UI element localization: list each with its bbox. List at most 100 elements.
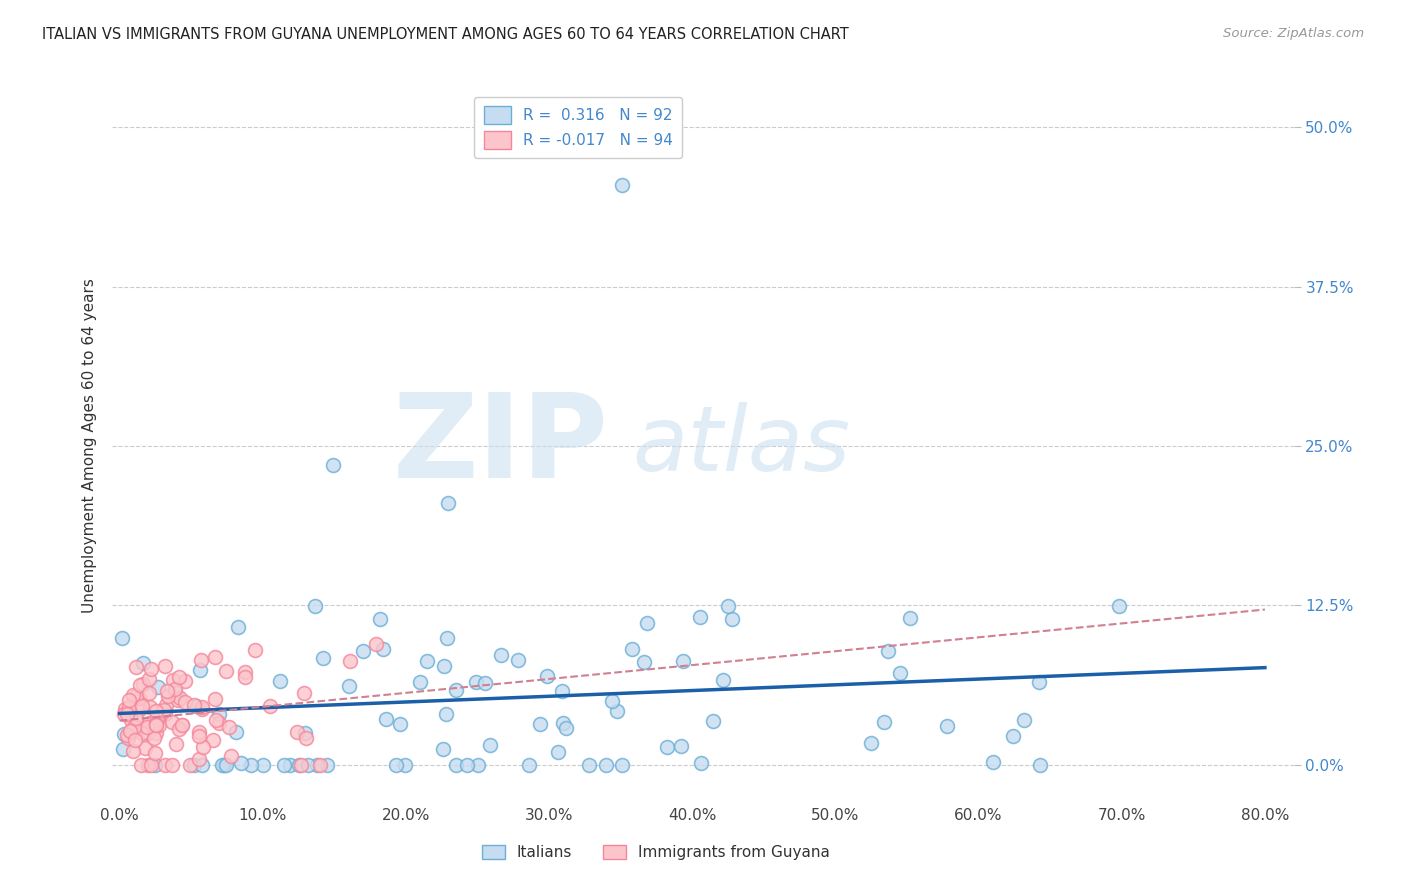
- Point: [188, 725, 211, 739]
- Point: [394, 757, 416, 772]
- Point: [371, 641, 394, 656]
- Point: [233, 670, 256, 684]
- Point: [136, 720, 159, 734]
- Point: [191, 702, 214, 716]
- Point: [446, 682, 468, 697]
- Point: [474, 676, 496, 690]
- Point: [145, 725, 167, 739]
- Point: [374, 712, 396, 726]
- Point: [717, 599, 740, 613]
- Point: [436, 496, 458, 510]
- Point: [205, 713, 228, 727]
- Point: [702, 714, 724, 729]
- Point: [187, 729, 209, 743]
- Point: [129, 678, 152, 692]
- Point: [860, 736, 883, 750]
- Point: [305, 757, 328, 772]
- Point: [433, 659, 456, 673]
- Point: [146, 680, 169, 694]
- Point: [633, 656, 655, 670]
- Point: [211, 757, 233, 772]
- Point: [290, 757, 312, 772]
- Point: [409, 675, 432, 690]
- Point: [156, 683, 179, 698]
- Point: [153, 707, 176, 722]
- Point: [112, 706, 135, 721]
- Point: [294, 686, 316, 700]
- Point: [304, 599, 326, 613]
- Point: [657, 740, 679, 755]
- Point: [153, 658, 176, 673]
- Point: [553, 715, 575, 730]
- Legend: Italians, Immigrants from Guyana: Italians, Immigrants from Guyana: [475, 839, 837, 866]
- Point: [138, 686, 160, 700]
- Point: [1014, 713, 1036, 727]
- Point: [131, 757, 153, 772]
- Point: [436, 632, 458, 646]
- Point: [162, 673, 184, 687]
- Point: [183, 757, 205, 772]
- Point: [368, 612, 391, 626]
- Point: [900, 610, 922, 624]
- Point: [339, 654, 361, 668]
- Point: [165, 737, 187, 751]
- Point: [193, 739, 215, 754]
- Point: [118, 693, 141, 707]
- Point: [259, 698, 281, 713]
- Point: [139, 757, 162, 772]
- Point: [160, 757, 183, 772]
- Point: [610, 178, 633, 192]
- Point: [120, 713, 142, 727]
- Point: [600, 694, 623, 708]
- Point: [170, 718, 193, 732]
- Point: [672, 654, 695, 668]
- Point: [111, 741, 134, 756]
- Point: [115, 727, 138, 741]
- Point: [121, 744, 143, 758]
- Point: [112, 727, 135, 741]
- Point: [143, 757, 166, 772]
- Point: [167, 723, 190, 737]
- Point: [125, 710, 148, 724]
- Point: [138, 726, 160, 740]
- Point: [153, 757, 176, 772]
- Point: [138, 716, 160, 731]
- Point: [179, 757, 201, 772]
- Point: [129, 702, 152, 716]
- Point: [132, 657, 155, 671]
- Point: [366, 637, 388, 651]
- Point: [136, 757, 159, 772]
- Point: [215, 757, 238, 772]
- Point: [621, 642, 644, 657]
- Text: Source: ZipAtlas.com: Source: ZipAtlas.com: [1223, 27, 1364, 40]
- Point: [190, 653, 212, 667]
- Point: [294, 731, 316, 745]
- Point: [128, 691, 150, 706]
- Point: [127, 720, 149, 734]
- Point: [226, 620, 249, 634]
- Point: [551, 684, 574, 698]
- Point: [204, 649, 226, 664]
- Point: [201, 733, 224, 747]
- Point: [690, 756, 713, 770]
- Point: [191, 699, 214, 714]
- Point: [316, 757, 339, 772]
- Point: [606, 704, 628, 718]
- Point: [252, 757, 274, 772]
- Point: [156, 689, 179, 703]
- Point: [479, 739, 502, 753]
- Point: [432, 742, 454, 756]
- Point: [131, 699, 153, 714]
- Point: [145, 704, 167, 718]
- Point: [547, 745, 569, 759]
- Point: [111, 632, 134, 646]
- Point: [385, 757, 408, 772]
- Point: [240, 757, 263, 772]
- Point: [139, 700, 162, 714]
- Point: [388, 716, 411, 731]
- Point: [141, 715, 163, 730]
- Point: [142, 731, 165, 746]
- Point: [536, 669, 558, 683]
- Point: [636, 615, 658, 630]
- Point: [121, 688, 143, 702]
